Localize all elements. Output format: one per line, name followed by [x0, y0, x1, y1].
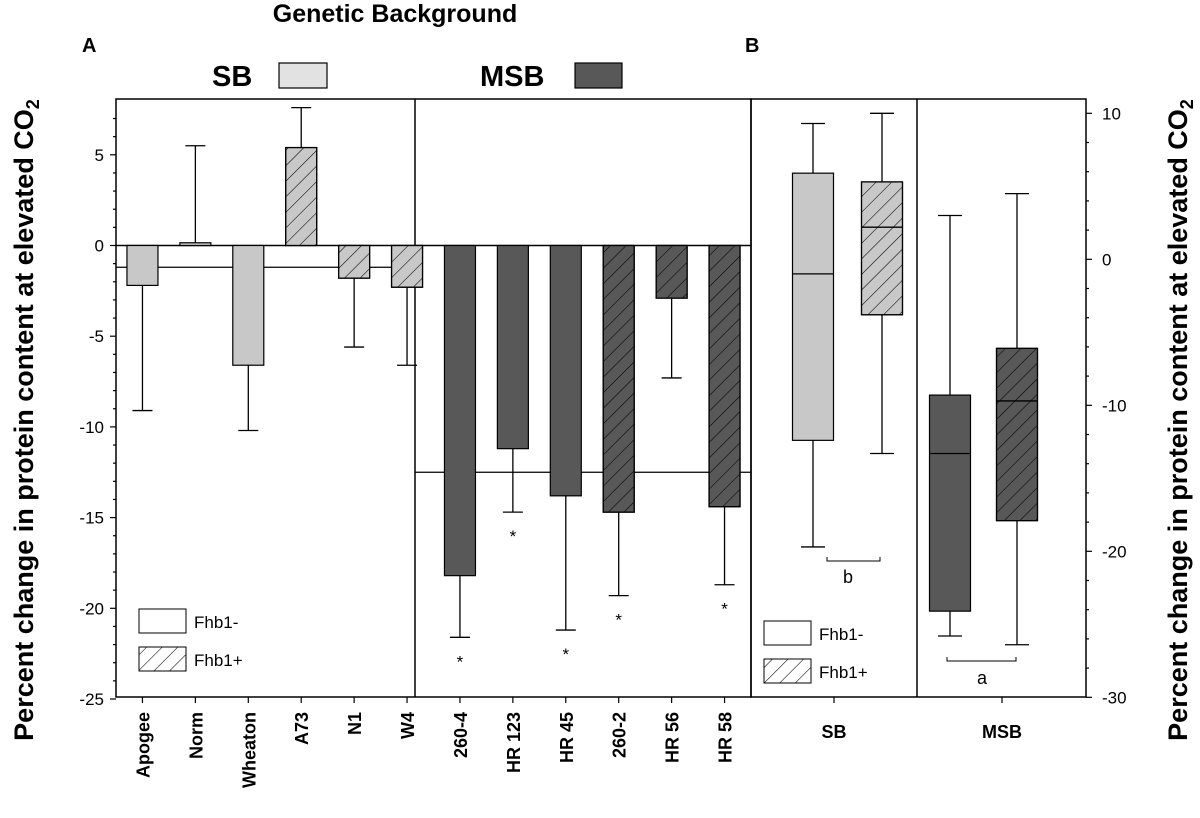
legend-a: Fhb1- Fhb1+ [138, 608, 243, 672]
y-tick-label-b: -30 [1102, 688, 1127, 707]
group-letter-msb: a [977, 668, 988, 688]
y-axis-title-right: Percent change in protein content at ele… [1163, 99, 1197, 741]
x-tick-label-a: N1 [345, 712, 365, 735]
y-tick-label-a: -5 [89, 327, 104, 346]
legend-b-minus-swatch [763, 620, 812, 646]
legend-b-plus-swatch [763, 658, 812, 684]
y-tick-label-b: 0 [1102, 250, 1111, 269]
legend-a-plus-swatch [138, 646, 187, 672]
y-axis-title-left: Percent change in protein content at ele… [9, 99, 43, 741]
box-msb-fhb1-minus [928, 394, 972, 612]
bar-hatch [338, 244, 371, 279]
box-hatch [860, 181, 904, 316]
header-msb-swatch [574, 62, 623, 89]
panel-b-frame [750, 98, 1087, 698]
panel-label-b: B [745, 35, 759, 57]
panel-a: 5 0 -5 -10 -15 -20 -25 Apogee Norm Wheaton A73 N1 W4… [79, 106, 751, 788]
significance-star: * [457, 652, 464, 671]
x-tick-label-a: HR 123 [504, 712, 524, 773]
y-tick-label-a: 0 [95, 237, 104, 256]
y-tick-label-a: -20 [79, 599, 104, 618]
bar-hatch [602, 244, 635, 513]
x-tick-label-a: Wheaton [239, 712, 259, 788]
box-sb-fhb1-minus [791, 172, 835, 441]
y-tick-label-a: -10 [79, 418, 104, 437]
legend-b-minus-label: Fhb1- [819, 625, 863, 644]
legend-a-plus-label: Fhb1+ [194, 651, 243, 670]
bar-260-4 [443, 244, 477, 577]
x-tick-label-a: 260-4 [451, 712, 471, 758]
group-bracket-sb [826, 557, 881, 562]
x-tick-label-b: MSB [982, 722, 1022, 742]
x-tick-label-a: Apogee [133, 712, 153, 778]
y-axis-title-left-sub: 2 [23, 99, 43, 109]
y-tick-label-b: -10 [1102, 396, 1127, 415]
significance-star: * [510, 527, 517, 546]
legend-a-minus-swatch [138, 608, 187, 634]
header-msb-label: MSB [480, 61, 544, 93]
group-letter-sb: b [843, 567, 853, 587]
x-tick-label-a: W4 [398, 712, 418, 739]
x-tick-label-b: SB [821, 722, 846, 742]
bar-hatch [390, 244, 424, 288]
y-tick-label-a: 5 [95, 146, 104, 165]
box-hatch [995, 347, 1039, 522]
x-tick-label-a: 260-2 [610, 712, 630, 758]
bar-hatch [285, 146, 318, 247]
legend-b: Fhb1- Fhb1+ [763, 620, 868, 684]
bar-hr-45 [549, 244, 582, 497]
panel-label-a: A [82, 35, 96, 57]
x-tick-label-a: HR 58 [716, 712, 736, 763]
bar-hr-123 [496, 244, 529, 450]
significance-star: * [721, 600, 728, 619]
bar-hatch [708, 244, 741, 508]
bar-wheaton [232, 244, 265, 366]
bar-norm [179, 242, 212, 247]
y-axis-title-right-sub: 2 [1177, 99, 1197, 109]
legend-b-plus-label: Fhb1+ [819, 663, 868, 682]
bar-apogee [126, 244, 159, 287]
y-axis-title-right-text: Percent change in protein content at ele… [1163, 109, 1193, 741]
x-tick-label-a: A73 [292, 712, 312, 745]
group-bracket-msb [946, 657, 1017, 662]
panel-a-frame [115, 98, 752, 698]
y-tick-label-b: 10 [1102, 104, 1121, 123]
header-sb-label: SB [212, 61, 252, 93]
header-title: Genetic Background [273, 0, 518, 28]
y-tick-label-b: -20 [1102, 542, 1127, 561]
significance-star: * [615, 611, 622, 630]
y-axis-title-left-text: Percent change in protein content at ele… [9, 109, 39, 741]
x-tick-label-a: Norm [186, 712, 206, 759]
y-tick-label-a: -25 [79, 690, 104, 709]
panel-b: 10 0 -10 -20 -30 b a SB MSB [791, 104, 1127, 742]
bar-hatch [655, 244, 688, 299]
header-sb-swatch [278, 62, 328, 89]
x-tick-label-a: HR 45 [557, 712, 577, 763]
legend-a-minus-label: Fhb1- [194, 613, 238, 632]
y-tick-label-a: -15 [79, 509, 104, 528]
significance-star: * [562, 645, 569, 664]
x-tick-label-a: HR 56 [663, 712, 683, 763]
